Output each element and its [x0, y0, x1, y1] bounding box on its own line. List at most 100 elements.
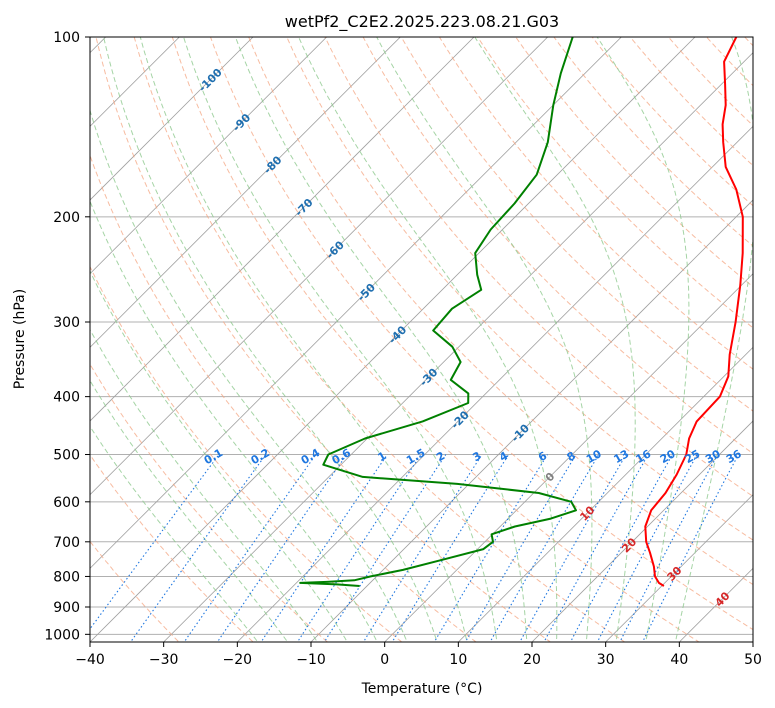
- background-lines: [0, 10, 775, 659]
- dry-adiabat: [90, 540, 180, 642]
- mixing-ratio-label: 6: [536, 449, 549, 464]
- moist-adiabat: [90, 425, 259, 642]
- mixing-ratio-label: 25: [683, 447, 703, 466]
- dry-adiabat: [133, 37, 626, 642]
- mixing-ratio-label: 2: [434, 449, 447, 464]
- x-tick-label: −40: [75, 652, 105, 668]
- isotherm: [90, 37, 180, 127]
- moist-adiabat: [234, 37, 528, 642]
- y-axis-label: Pressure (hPa): [12, 289, 28, 389]
- dry-adiabat: [362, 37, 753, 455]
- dry-adiabat: [248, 37, 753, 586]
- x-axis: −40 −30 −20 −10 0 10 20 30 40 50: [75, 642, 762, 668]
- isotherm: [90, 37, 696, 642]
- isotherm: [752, 641, 753, 642]
- y-axis: 100 200 300 400 500 600 700 800 900 1000: [44, 30, 90, 643]
- x-tick-label: 10: [449, 652, 467, 668]
- mixing-ratio-label: 0.4: [299, 446, 323, 467]
- mixing-ratio-line: [464, 454, 577, 642]
- isotherm: [0, 10, 59, 659]
- dry-adiabat: [515, 37, 753, 288]
- dry-adiabat: [324, 37, 753, 498]
- isotherm-label: -70: [292, 196, 315, 219]
- dewpoint-line: [299, 37, 577, 587]
- y-tick-label: 500: [53, 448, 80, 464]
- isotherm-label: -60: [324, 238, 347, 261]
- moist-adiabat: [90, 379, 289, 642]
- plot-frame: [89, 36, 754, 643]
- isotherm-label: -10: [509, 421, 532, 444]
- mixing-ratio-label: 3: [470, 449, 483, 464]
- mixing-ratio-line: [362, 454, 483, 642]
- x-tick-label: 0: [380, 652, 389, 668]
- dry-adiabat: [667, 37, 753, 127]
- mixing-ratio-line: [90, 454, 220, 630]
- x-axis-label: Temperature (°C): [361, 681, 483, 697]
- mixing-ratio-line: [596, 454, 698, 642]
- y-tick-label: 600: [53, 495, 80, 511]
- dry-adiabat: [744, 37, 753, 47]
- isotherm: [310, 199, 753, 642]
- isotherm: [90, 37, 622, 569]
- moist-adiabat: [596, 37, 690, 642]
- isotherm-label: 20: [619, 535, 639, 555]
- dry-adiabat: [171, 37, 700, 642]
- x-tick-label: −30: [149, 652, 179, 668]
- isotherm: [384, 273, 753, 642]
- y-tick-label: 700: [53, 535, 80, 551]
- moist-adiabat: [90, 328, 319, 642]
- y-tick-label: 800: [53, 569, 80, 585]
- isotherm: [90, 37, 549, 496]
- mixing-ratio-line: [183, 454, 317, 642]
- y-tick-label: 200: [53, 210, 80, 226]
- isotherm: [163, 52, 753, 642]
- y-tick-label: 300: [53, 315, 80, 331]
- isotherm-label: -100: [196, 66, 225, 95]
- mixing-ratio-line: [260, 454, 388, 642]
- isotherm-label: 40: [713, 589, 733, 609]
- isotherm-label: 30: [665, 564, 685, 584]
- isotherm-label: -30: [417, 366, 440, 389]
- mixing-ratio-label: 1: [375, 449, 388, 464]
- isotherm: [90, 37, 254, 201]
- mixing-ratio-line: [641, 454, 739, 642]
- isotherm-label: -50: [355, 281, 378, 304]
- mixing-ratio-line: [323, 454, 447, 642]
- dry-adiabat: [770, 24, 775, 647]
- dry-adiabat: [477, 37, 753, 329]
- y-tick-label: 900: [53, 600, 80, 616]
- moist-adiabat: [90, 199, 378, 642]
- moist-adiabat: [183, 37, 498, 642]
- y-tick-label: 100: [53, 30, 80, 46]
- mixing-ratio-line: [216, 454, 348, 642]
- mixing-ratio-label: 10: [584, 447, 604, 466]
- moist-adiabat: [474, 37, 636, 642]
- mixing-ratio-label: 20: [658, 447, 678, 466]
- isotherm-label: -90: [230, 111, 253, 134]
- isotherm: [531, 420, 753, 642]
- mixing-ratio-label: 0.6: [330, 446, 354, 467]
- profiles: [299, 37, 744, 587]
- isotherm: [605, 494, 753, 642]
- x-tick-label: 20: [523, 652, 541, 668]
- y-tick-label: 1000: [44, 627, 80, 643]
- moist-adiabat: [103, 37, 438, 642]
- isotherm-label: -40: [386, 323, 409, 346]
- isotherm-label: -20: [449, 408, 472, 431]
- moist-adiabat: [674, 37, 753, 642]
- temperature-line: [644, 37, 744, 587]
- chart-title: wetPf2_C2E2.2025.223.08.21.G03: [285, 12, 559, 32]
- mixing-ratio-line: [619, 454, 719, 642]
- x-tick-label: 50: [744, 652, 762, 668]
- mixing-ratio-line: [296, 454, 422, 642]
- mixing-ratio-line: [569, 454, 673, 642]
- isotherm: [236, 125, 753, 642]
- moist-adiabat: [90, 108, 408, 642]
- dry-adiabat: [553, 37, 753, 247]
- x-tick-label: −10: [296, 652, 326, 668]
- dry-adiabat: [591, 37, 753, 207]
- mixing-ratio-line: [433, 454, 548, 642]
- moist-adiabat: [90, 269, 348, 642]
- mixing-ratio-label: 1.5: [404, 446, 427, 467]
